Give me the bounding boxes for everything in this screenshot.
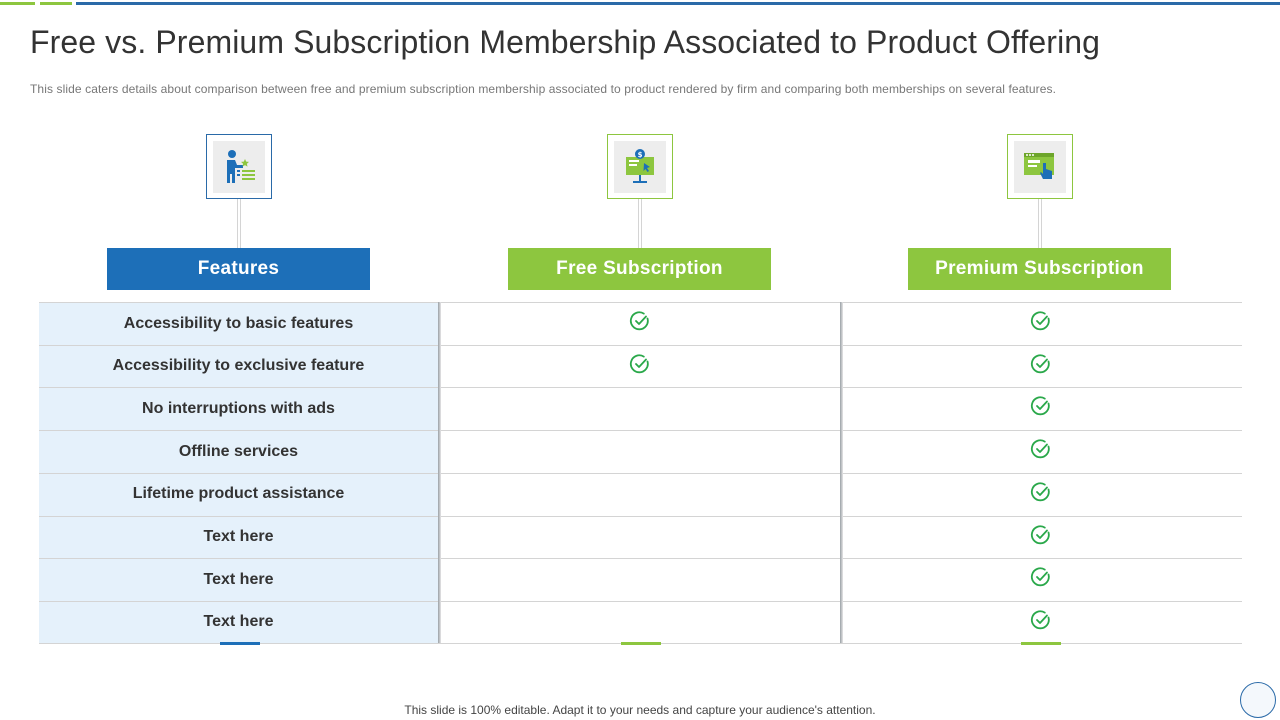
accent-bar-green-1 [0, 2, 35, 5]
navigation-circle-button[interactable] [1240, 682, 1276, 718]
feature-label: Offline services [178, 442, 299, 460]
check-icon [1030, 524, 1052, 551]
column-divider [840, 302, 843, 643]
row-divider [39, 430, 1242, 432]
column-tab-free [621, 642, 661, 645]
free-cell [440, 558, 840, 601]
table-row: Accessibility to basic features [39, 302, 1242, 345]
feature-label: Text here [203, 570, 274, 588]
row-divider [39, 472, 1242, 474]
free-cell [440, 345, 840, 388]
table-row: Text here [39, 558, 1242, 601]
browser-click-icon [1007, 134, 1073, 199]
check-icon [1030, 310, 1052, 337]
free-cell [440, 601, 840, 644]
check-icon [1030, 566, 1052, 593]
column-tab-premium [1021, 642, 1061, 645]
connector-line [638, 199, 642, 248]
feature-label: Text here [203, 613, 274, 631]
column-divider [438, 302, 441, 643]
table-row: Text here [39, 600, 1242, 644]
monitor-dollar-icon: $ [607, 134, 673, 199]
connector-line [1038, 199, 1042, 248]
features-column-background [39, 302, 438, 643]
check-icon [629, 353, 651, 380]
premium-cell [841, 345, 1241, 388]
premium-cell [841, 302, 1241, 345]
premium-cell [841, 387, 1241, 430]
free-cell [440, 387, 840, 430]
accent-bar-green-2 [40, 2, 72, 5]
row-divider [39, 558, 1242, 560]
check-icon [1030, 438, 1052, 465]
row-divider [39, 387, 1242, 389]
column-tab-features [220, 642, 260, 645]
accent-bar-blue [76, 2, 1280, 5]
feature-label: Accessibility to exclusive feature [112, 357, 365, 375]
slide-subtitle: This slide caters details about comparis… [30, 82, 1057, 96]
footer-note: This slide is 100% editable. Adapt it to… [404, 703, 876, 717]
free-cell [440, 430, 840, 473]
check-icon [1030, 395, 1052, 422]
free-subscription-header: Free Subscription [508, 248, 771, 290]
presenter-icon [206, 134, 272, 199]
row-divider [39, 344, 1242, 346]
table-row: Accessibility to exclusive feature [39, 344, 1242, 388]
free-cell [440, 302, 840, 345]
table-row: Offline services [39, 430, 1242, 473]
row-divider [39, 302, 1242, 303]
feature-label: Lifetime product assistance [132, 485, 345, 503]
check-icon [1030, 609, 1052, 636]
row-divider [39, 600, 1242, 602]
premium-cell [841, 516, 1241, 559]
premium-cell [841, 601, 1241, 644]
table-row: Lifetime product assistance [39, 472, 1242, 516]
premium-cell [841, 473, 1241, 516]
premium-cell [841, 558, 1241, 601]
table-row: No interruptions with ads [39, 387, 1242, 430]
table-row: Text here [39, 515, 1242, 559]
connector-line [237, 199, 241, 248]
premium-subscription-header: Premium Subscription [908, 248, 1171, 290]
free-cell [440, 473, 840, 516]
feature-label: Accessibility to basic features [123, 314, 354, 332]
check-icon [1030, 481, 1052, 508]
check-icon [629, 310, 651, 337]
row-divider [39, 515, 1242, 517]
slide-title: Free vs. Premium Subscription Membership… [30, 24, 1101, 60]
svg-text:$: $ [638, 151, 643, 159]
premium-cell [841, 430, 1241, 473]
free-cell [440, 516, 840, 559]
feature-label: No interruptions with ads [142, 399, 335, 417]
features-header: Features [107, 248, 370, 290]
check-icon [1030, 353, 1052, 380]
feature-label: Text here [203, 528, 274, 545]
